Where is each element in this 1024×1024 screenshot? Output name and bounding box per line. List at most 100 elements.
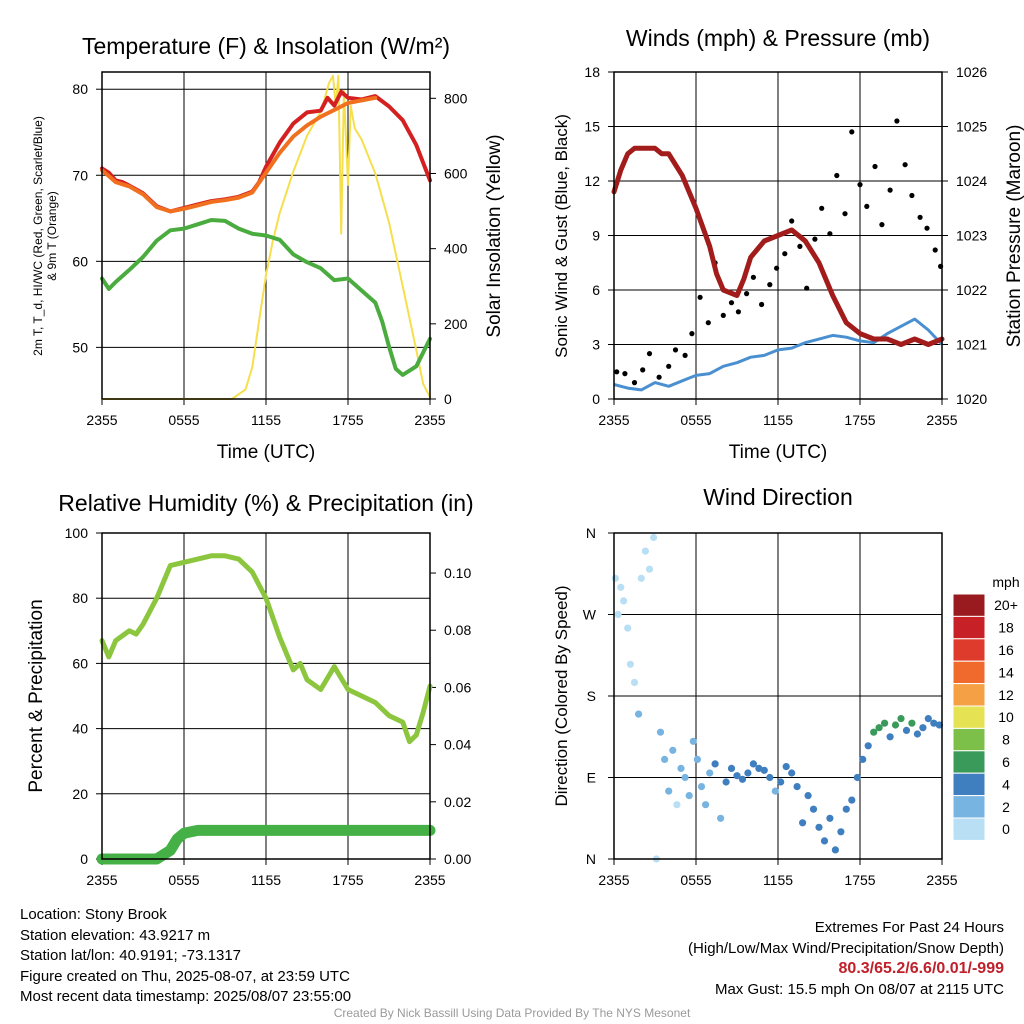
direction-point xyxy=(693,755,702,764)
gust-point xyxy=(682,352,688,358)
gust-point xyxy=(697,294,703,300)
legend-label: 10 xyxy=(998,709,1014,725)
gust-point xyxy=(614,369,620,375)
y-right-tick-label: 1023 xyxy=(956,228,987,244)
direction-point xyxy=(744,769,752,777)
legend-swatch xyxy=(952,795,986,819)
y-right-tick-label: 800 xyxy=(444,90,468,106)
x-tick-label: 0555 xyxy=(680,872,711,888)
direction-point xyxy=(677,764,685,773)
direction-point xyxy=(935,721,943,729)
direction-point xyxy=(837,828,845,836)
chart-title: Wind Direction xyxy=(703,484,853,510)
legend-swatch xyxy=(952,615,986,640)
legend-swatch xyxy=(952,772,986,797)
legend-swatch xyxy=(952,817,986,841)
direction-point xyxy=(853,773,861,782)
direction-point xyxy=(717,814,725,822)
x-tick-label: 1155 xyxy=(763,412,793,428)
created-text: Figure created on Thu, 2025-08-07, at 23… xyxy=(20,967,350,985)
direction-point xyxy=(681,773,689,782)
direction-point xyxy=(913,730,922,738)
y-tick-label: 60 xyxy=(72,253,88,269)
y-axis-label: Sonic Wind & Gust (Blue, Black) xyxy=(552,114,571,358)
direction-point xyxy=(635,710,643,718)
gust-point xyxy=(932,247,938,253)
y-tick-label: 50 xyxy=(72,339,88,355)
x-tick-label: 1755 xyxy=(332,412,363,428)
direction-point xyxy=(626,660,635,668)
humidity-panel: 2355 0555 1155 1755 2355 0 20 40 60 80 100 0.00 0.02… xyxy=(26,490,474,888)
y-axis-label: Direction (Colored By Speed) xyxy=(552,585,571,806)
direction-point xyxy=(799,819,807,827)
x-tick-label: 2355 xyxy=(926,412,957,428)
legend-swatch xyxy=(952,660,986,685)
direction-point xyxy=(665,787,673,795)
x-tick-label: 0555 xyxy=(680,412,711,428)
direction-point xyxy=(788,769,796,777)
y-right-axis-label: Station Pressure (Maroon) xyxy=(1004,125,1024,348)
gust-point xyxy=(782,251,788,257)
extremes-legend: (High/Low/Max Wind/Precipitation/Snow De… xyxy=(688,939,1004,957)
direction-point xyxy=(661,755,669,764)
direction-point xyxy=(820,837,829,845)
direction-point xyxy=(848,796,856,804)
direction-point xyxy=(733,772,741,780)
extremes-title: Extremes For Past 24 Hours xyxy=(814,919,1004,936)
gust-point xyxy=(894,118,900,124)
x-tick-label: 1155 xyxy=(251,412,281,428)
series-solar-line xyxy=(101,74,431,400)
y-tick-label: W xyxy=(583,607,597,623)
extremes-block: Extremes For Past 24 Hours (High/Low/Max… xyxy=(688,918,1004,1000)
gust-point xyxy=(857,182,863,188)
x-tick-label: 2355 xyxy=(414,412,445,428)
series-pressure-line xyxy=(611,145,945,347)
x-axis-label: Time (UTC) xyxy=(729,442,828,463)
y-right-tick-label: 1025 xyxy=(956,119,987,135)
gust-point xyxy=(646,351,653,357)
gust-point xyxy=(735,309,742,315)
direction-point xyxy=(637,574,645,582)
x-axis-label: Time (UTC) xyxy=(217,442,316,463)
direction-point xyxy=(842,805,850,813)
gust-point xyxy=(728,300,735,306)
legend-title: mph xyxy=(992,574,1019,590)
legend-label: 12 xyxy=(998,687,1014,703)
x-tick-label: 2355 xyxy=(414,872,445,888)
legend-label: 16 xyxy=(998,642,1014,658)
elevation-text: Station elevation: 43.9217 m xyxy=(20,926,211,944)
direction-point xyxy=(881,719,889,727)
legend-label: 18 xyxy=(998,620,1014,636)
gust-point xyxy=(744,291,750,297)
y-right-tick-label: 0.08 xyxy=(444,622,471,638)
legend-label: 6 xyxy=(1002,754,1010,770)
direction-point xyxy=(897,715,905,723)
y-right-tick-label: 600 xyxy=(444,165,468,181)
direction-point xyxy=(650,533,658,542)
direction-point xyxy=(727,764,736,773)
direction-point xyxy=(722,778,730,786)
direction-point xyxy=(875,724,883,732)
plot-frame xyxy=(101,71,431,400)
gust-point xyxy=(819,205,825,211)
direction-point xyxy=(891,721,900,729)
x-tick-label: 2355 xyxy=(86,872,117,888)
gust-point xyxy=(720,312,726,318)
y-right-tick-label: 0.10 xyxy=(444,565,471,581)
gust-point xyxy=(924,225,930,231)
gust-point xyxy=(812,236,818,242)
gust-point xyxy=(750,274,757,280)
direction-point xyxy=(702,801,710,809)
gust-point xyxy=(879,222,885,228)
y-right-tick-label: 1020 xyxy=(956,391,987,407)
direction-point xyxy=(809,805,818,813)
y-axis-label: 2m T, T_d, HI/WC (Red, Green, Scarlet/Bl… xyxy=(31,116,59,356)
series-rh-line xyxy=(99,553,433,745)
direction-point xyxy=(766,773,774,782)
gust-point xyxy=(640,367,646,373)
direction-point xyxy=(919,724,927,732)
gust-point xyxy=(804,285,810,291)
y-tick-label: N xyxy=(586,851,596,867)
plot-frame xyxy=(101,532,431,860)
gust-point xyxy=(622,371,628,377)
